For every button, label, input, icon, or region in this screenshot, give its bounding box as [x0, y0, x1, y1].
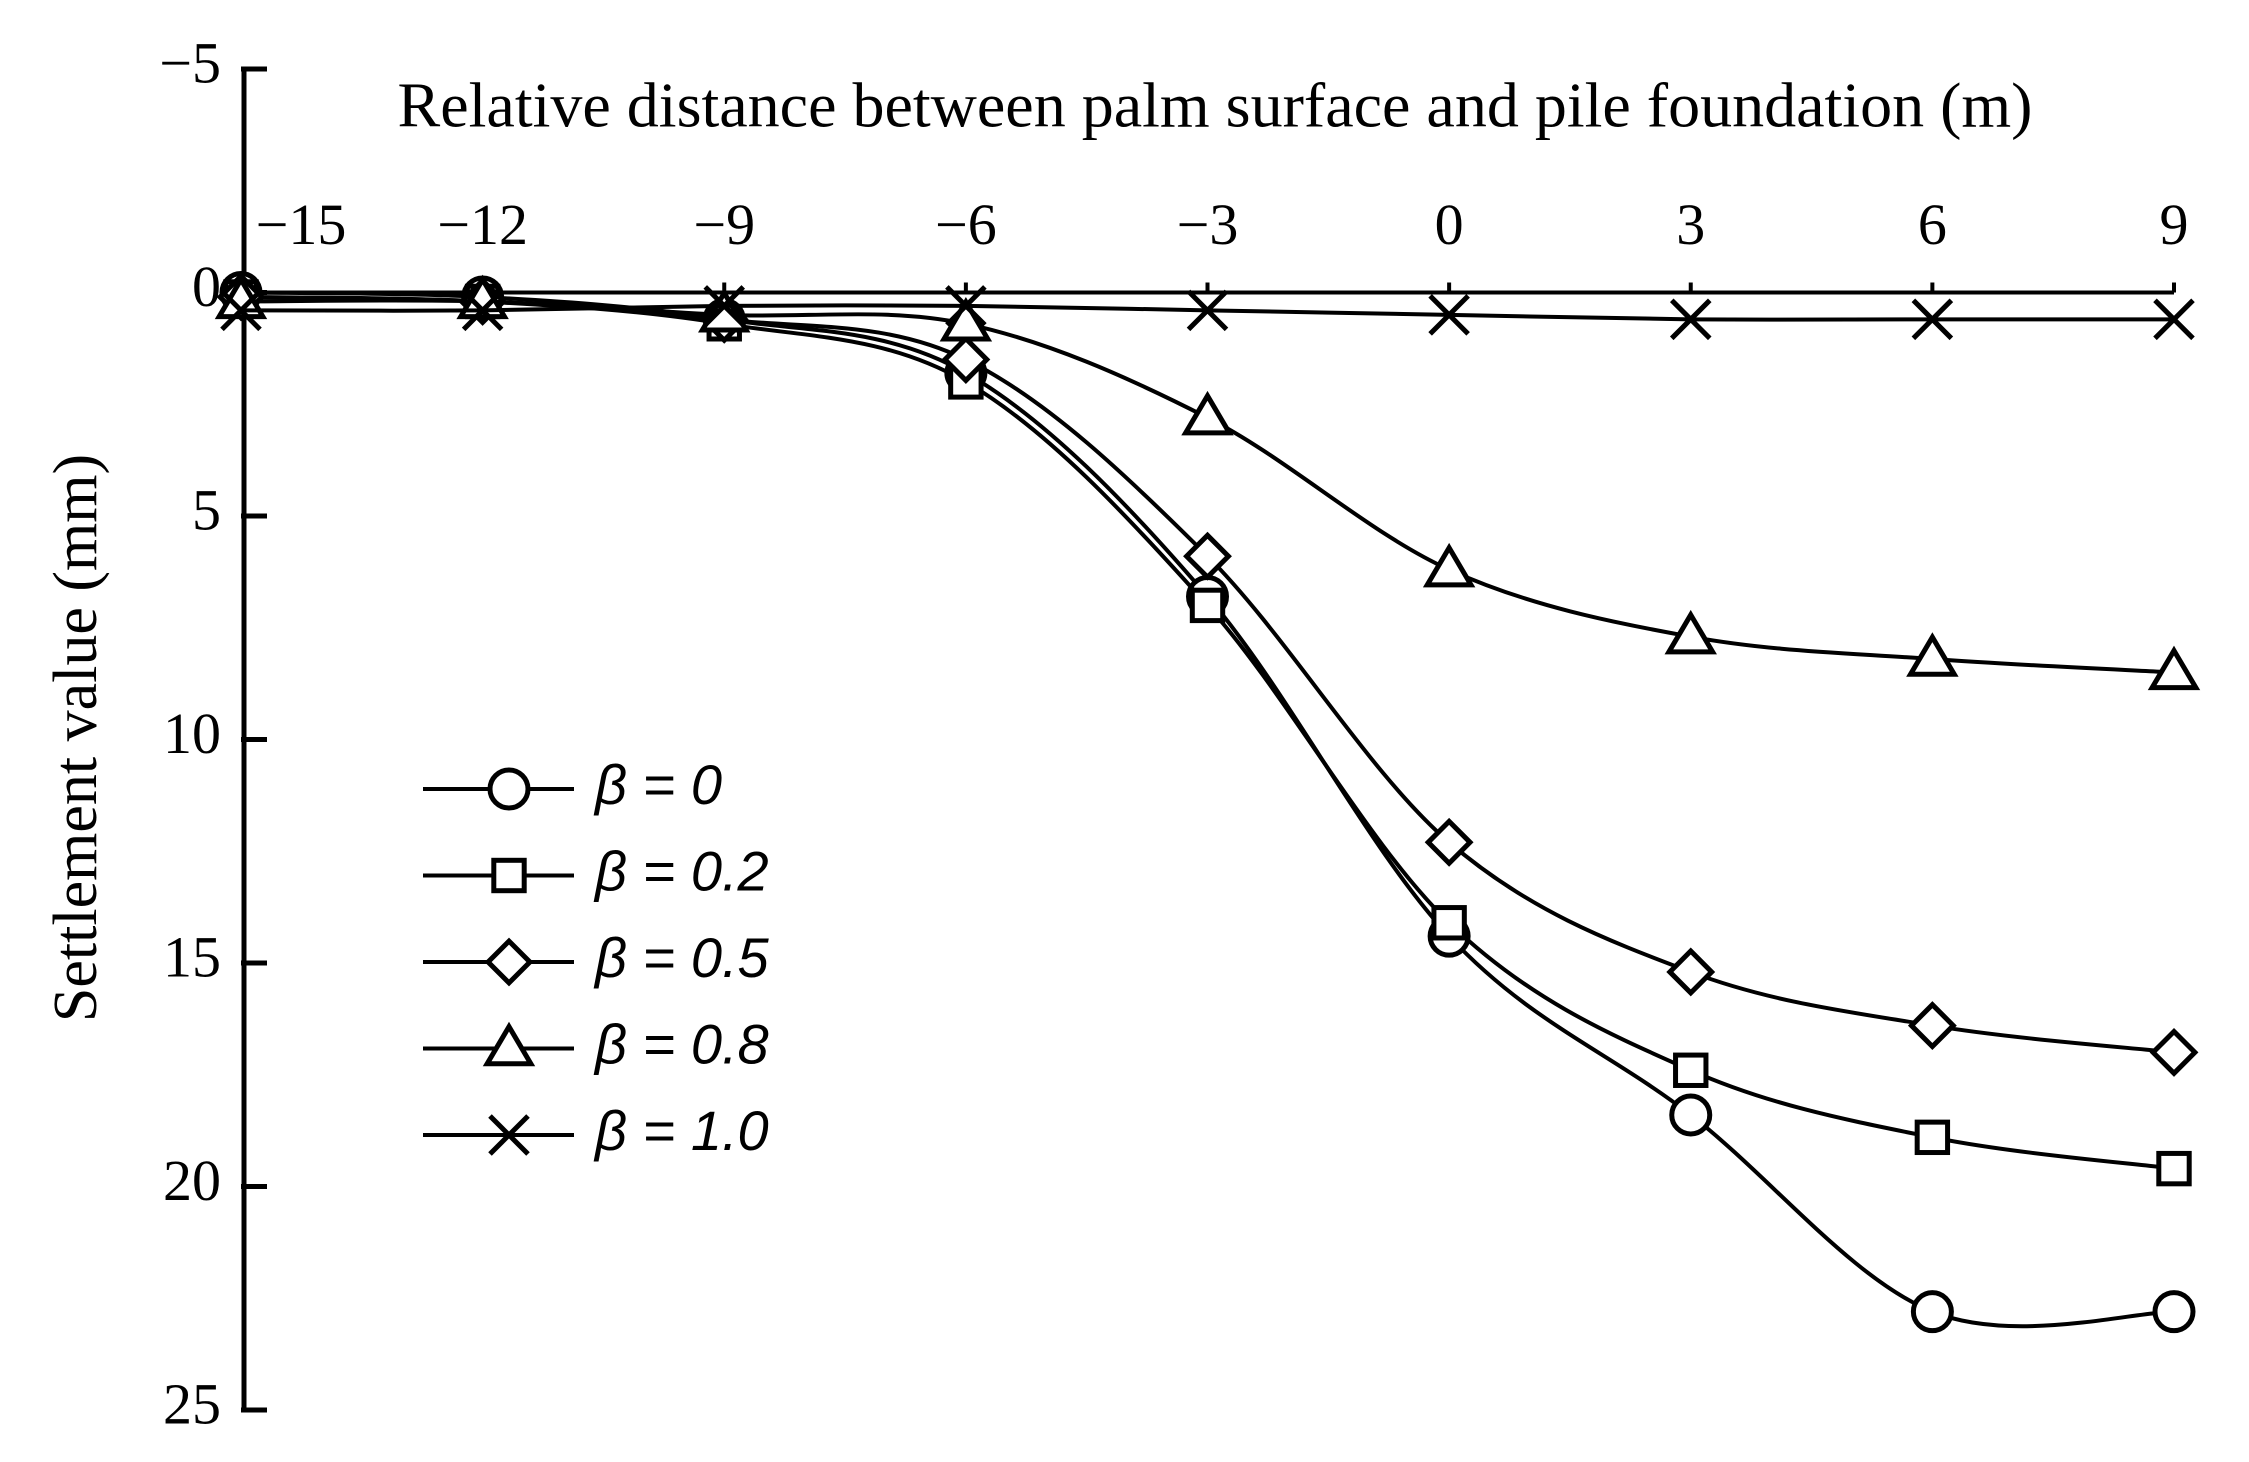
marker	[2149, 1027, 2199, 1077]
marker	[945, 285, 987, 327]
marker	[1422, 542, 1476, 588]
y-tick-label: 15	[163, 924, 221, 989]
legend-label: β = 0	[593, 753, 722, 816]
marker	[1906, 632, 1959, 677]
x-tick-label: −15	[256, 192, 347, 257]
marker	[1183, 531, 1232, 581]
x-tick-label: 6	[1918, 192, 1947, 257]
legend-marker	[491, 857, 527, 894]
marker	[1669, 298, 1712, 341]
marker	[1181, 390, 1234, 436]
y-tick-label: 0	[192, 254, 221, 319]
legend-marker	[488, 1114, 530, 1156]
x-tick-label: 9	[2160, 192, 2189, 257]
marker	[1666, 947, 1716, 997]
legend-label: β = 0.8	[593, 1012, 769, 1075]
x-tick-label: 3	[1676, 192, 1705, 257]
legend-label: β = 1.0	[593, 1099, 769, 1162]
marker	[1669, 1093, 1713, 1137]
marker	[2153, 298, 2195, 341]
marker	[1428, 294, 1470, 336]
x-axis-title: Relative distance between palm surface a…	[398, 70, 2033, 141]
marker	[1910, 1290, 1954, 1334]
y-tick-label: 25	[163, 1371, 221, 1436]
x-tick-label: −3	[1177, 192, 1239, 257]
legend-label: β = 0.5	[593, 926, 770, 989]
marker	[1673, 1052, 1709, 1088]
x-tick-label: 0	[1435, 192, 1464, 257]
y-tick-label: 5	[192, 477, 221, 542]
series	[220, 285, 2195, 341]
legend-label: β = 0.2	[593, 839, 769, 902]
marker	[2156, 1150, 2192, 1187]
y-tick-label: 10	[163, 701, 221, 766]
legend-marker	[487, 767, 531, 811]
marker	[1431, 905, 1467, 941]
series	[214, 274, 2201, 691]
marker	[939, 297, 993, 342]
marker	[941, 335, 991, 384]
marker	[2147, 645, 2201, 691]
x-tick-label: −6	[935, 192, 997, 257]
x-tick-label: −9	[693, 192, 755, 257]
marker	[1424, 817, 1474, 867]
y-tick-label: 20	[163, 1148, 221, 1213]
x-tick-label: −12	[437, 192, 528, 257]
marker	[1911, 298, 1954, 341]
series-line	[240, 290, 2175, 1329]
marker	[698, 288, 751, 333]
marker	[461, 289, 504, 332]
y-tick-label: −5	[159, 30, 221, 95]
legend-marker	[484, 937, 534, 987]
marker	[1914, 1119, 1951, 1156]
marker	[703, 285, 746, 327]
marker	[220, 289, 262, 332]
marker	[1186, 289, 1229, 332]
marker	[1907, 1001, 1957, 1051]
marker	[1664, 609, 1717, 655]
legend-marker	[482, 1021, 536, 1067]
marker	[2152, 1290, 2196, 1334]
y-axis-title: Settlement value (mm)	[42, 454, 110, 1022]
marker	[1189, 587, 1226, 624]
